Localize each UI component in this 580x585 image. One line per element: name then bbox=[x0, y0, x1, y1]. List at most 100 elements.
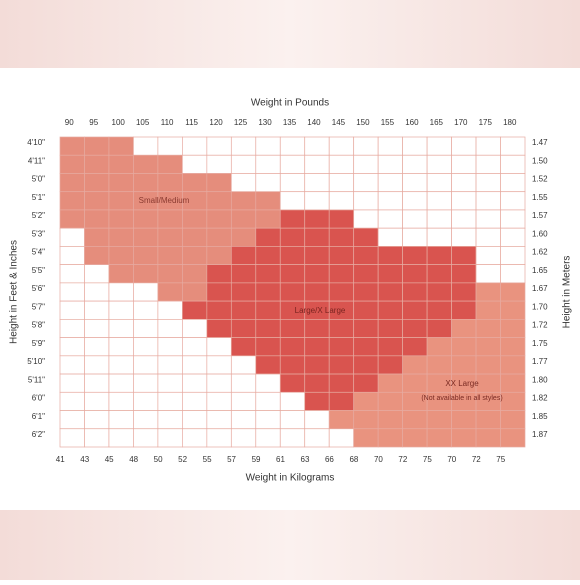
cell bbox=[475, 428, 501, 448]
cell bbox=[157, 136, 183, 156]
cell bbox=[206, 191, 232, 211]
cell bbox=[84, 337, 110, 357]
cell bbox=[59, 337, 85, 357]
cell bbox=[279, 264, 306, 284]
cell bbox=[84, 373, 110, 393]
top-tick-label: 175 bbox=[479, 118, 493, 127]
cell bbox=[328, 373, 355, 393]
cell bbox=[304, 337, 330, 357]
cell bbox=[230, 154, 257, 174]
top-tick-label: 130 bbox=[258, 118, 272, 127]
cell bbox=[377, 191, 403, 211]
cell bbox=[304, 410, 330, 430]
cell bbox=[108, 391, 134, 411]
cell bbox=[500, 319, 526, 338]
cell bbox=[426, 428, 452, 448]
left-tick-label: 6'1" bbox=[32, 412, 45, 421]
cell bbox=[328, 154, 355, 174]
cell bbox=[451, 300, 477, 320]
cell bbox=[426, 246, 452, 265]
cell bbox=[451, 154, 477, 174]
bottom-tick-label: 70 bbox=[447, 455, 456, 464]
cell bbox=[353, 373, 379, 393]
cell bbox=[402, 173, 428, 193]
cell bbox=[279, 355, 306, 375]
cell bbox=[402, 373, 428, 393]
cell bbox=[402, 300, 428, 320]
cell bbox=[108, 410, 134, 430]
cell bbox=[328, 337, 355, 357]
top-tick-label: 150 bbox=[356, 118, 370, 127]
right-tick-label: 1.55 bbox=[532, 193, 548, 202]
zone-label: XX Large bbox=[445, 379, 479, 388]
cell bbox=[255, 173, 281, 193]
bottom-tick-label: 48 bbox=[129, 455, 138, 464]
cell bbox=[108, 282, 134, 302]
cell bbox=[353, 136, 379, 156]
cell bbox=[475, 136, 501, 156]
cell bbox=[230, 264, 257, 284]
cell bbox=[500, 300, 526, 320]
cell bbox=[377, 410, 403, 430]
cell bbox=[304, 391, 330, 411]
cell bbox=[475, 264, 501, 284]
right-tick-label: 1.60 bbox=[532, 229, 548, 238]
cell bbox=[206, 337, 232, 357]
cell bbox=[451, 191, 477, 211]
left-tick-label: 6'2" bbox=[32, 430, 45, 439]
cell bbox=[84, 319, 110, 338]
cell bbox=[377, 173, 403, 193]
cell bbox=[59, 300, 85, 320]
cell bbox=[328, 428, 355, 448]
cell bbox=[328, 282, 355, 302]
cell bbox=[230, 355, 257, 375]
cell bbox=[206, 428, 232, 448]
cell bbox=[328, 173, 355, 193]
cell bbox=[206, 282, 232, 302]
cell bbox=[451, 227, 477, 247]
cell bbox=[377, 227, 403, 247]
right-tick-label: 1.87 bbox=[532, 430, 548, 439]
bottom-tick-label: 57 bbox=[227, 455, 236, 464]
cell bbox=[59, 410, 85, 430]
bottom-tick-label: 59 bbox=[252, 455, 261, 464]
left-tick-label: 5'7" bbox=[32, 302, 45, 311]
top-tick-label: 180 bbox=[503, 118, 517, 127]
bottom-tick-label: 43 bbox=[80, 455, 89, 464]
cell bbox=[304, 355, 330, 375]
cell bbox=[451, 173, 477, 193]
cell bbox=[304, 136, 330, 156]
cell bbox=[353, 337, 379, 357]
cell bbox=[426, 410, 452, 430]
left-tick-label: 5'5" bbox=[32, 266, 45, 275]
cell bbox=[500, 282, 526, 302]
right-tick-label: 1.62 bbox=[532, 248, 548, 257]
cell bbox=[84, 282, 110, 302]
cell bbox=[475, 173, 501, 193]
cell bbox=[279, 136, 306, 156]
right-tick-label: 1.52 bbox=[532, 175, 548, 184]
cell bbox=[182, 154, 208, 174]
cell bbox=[426, 191, 452, 211]
cell bbox=[500, 391, 526, 411]
cell bbox=[84, 428, 110, 448]
cell bbox=[451, 428, 477, 448]
cell bbox=[451, 264, 477, 284]
cell bbox=[279, 391, 306, 411]
bottom-tick-label: 66 bbox=[325, 455, 334, 464]
cell bbox=[255, 300, 281, 320]
cell bbox=[500, 410, 526, 430]
cell bbox=[377, 391, 403, 411]
cell bbox=[230, 391, 257, 411]
top-tick-label: 165 bbox=[430, 118, 444, 127]
cell bbox=[402, 209, 428, 229]
cell bbox=[377, 136, 403, 156]
cell bbox=[304, 373, 330, 393]
bottom-tick-label: 72 bbox=[472, 455, 481, 464]
cell bbox=[157, 410, 183, 430]
cell bbox=[59, 246, 85, 265]
left-tick-label: 4'11" bbox=[28, 156, 45, 165]
bottom-tick-label: 50 bbox=[154, 455, 163, 464]
cell bbox=[279, 319, 306, 338]
